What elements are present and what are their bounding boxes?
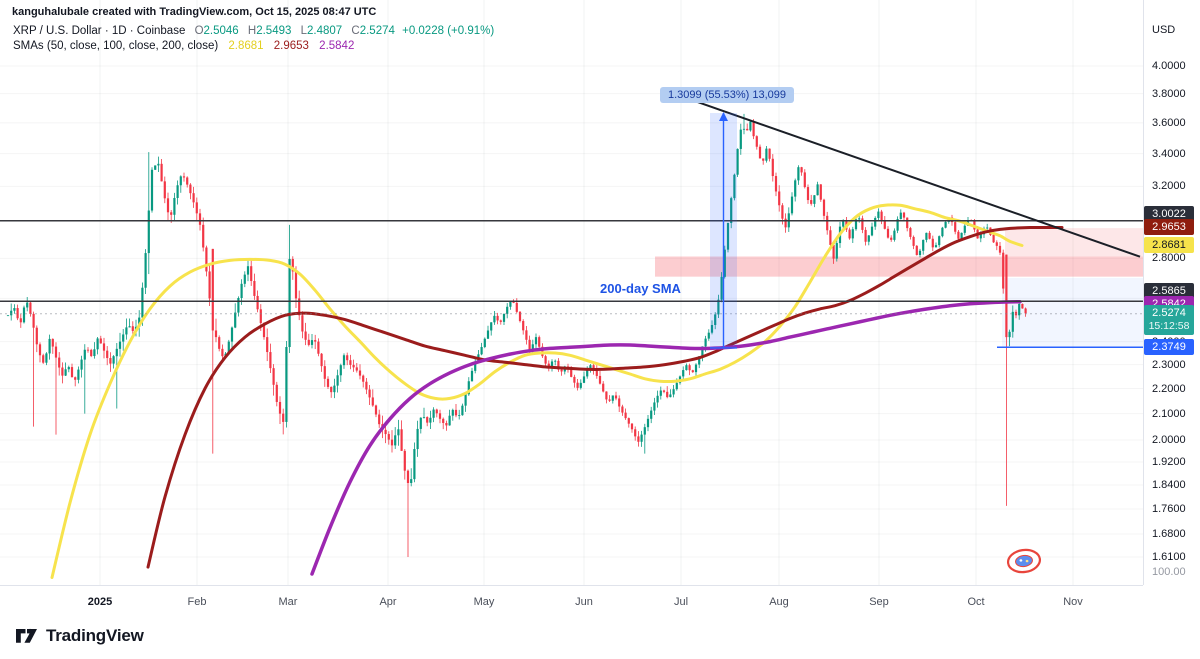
price-tick-1.9200: 1.9200 [1152,455,1186,468]
watermark-credit: kanguhalubale created with TradingView.c… [12,6,377,18]
time-label-2025: 2025 [87,596,113,608]
price-badge-2.9653: 2.9653 [1144,219,1194,236]
price-tick-4.0000: 4.0000 [1152,60,1186,72]
price-tick-2.3000: 2.3000 [1152,358,1186,371]
time-label-Oct: Oct [967,596,985,608]
tradingview-logo-text: TradingView [46,625,144,645]
low-value: 2.4807 [307,25,343,37]
candlesticks [6,113,1027,557]
sma50-value: 2.8681 [228,40,264,52]
sma-study-title: SMAs (50, close, 100, close, 200, close) [13,40,219,52]
sma200-text-annotation[interactable]: 200-day SMA [600,281,681,296]
low-label: L [300,25,308,37]
time-label-Mar: Mar [278,596,298,608]
symbol-title: XRP / U.S. Dollar · 1D · Coinbase [13,25,186,37]
sma100-value: 2.9653 [273,40,309,52]
time-label-May: May [473,596,495,608]
price-tick-1.6800: 1.6800 [1152,528,1186,541]
tradingview-logo-icon [16,628,37,643]
time-label-Apr: Apr [379,596,397,608]
sticker-stamp[interactable] [1006,548,1042,574]
price-tick-2.8000: 2.8000 [1152,252,1186,265]
open-value: 2.5046 [203,25,239,37]
price-tick-3.4000: 3.4000 [1152,147,1186,160]
measure-tool-label[interactable]: 1.3099 (55.53%) 13,099 [660,87,795,103]
high-label: H [247,25,257,37]
high-value: 2.5493 [256,25,292,37]
change-value: +0.0228 (+0.91%) [402,25,495,37]
price-tick-3.2000: 3.2000 [1152,180,1186,193]
chart-legend: XRP / U.S. Dollar · 1D · Coinbase O2.504… [13,24,494,54]
time-label-Jul: Jul [673,596,689,608]
time-axis[interactable]: 2025 Feb Mar Apr May Jun Jul Aug Sep Oct Nov [0,585,1143,620]
price-badge-2.8681: 2.8681 [1144,237,1194,254]
time-label-Nov: Nov [1063,596,1083,608]
price-tick-1.7600: 1.7600 [1152,502,1186,515]
price-axis[interactable]: USD 4.0000 3.8000 3.6000 3.4000 3.2000 2.8000… [1143,0,1200,585]
price-tick-2.1000: 2.1000 [1152,407,1186,420]
time-label-Feb: Feb [187,596,207,608]
price-tick-1.6100: 1.6100 [1152,551,1186,563]
grid [0,0,1143,585]
sma-line-sma-200[interactable] [310,299,1022,576]
demand-zone[interactable] [1002,278,1143,348]
price-badge-2.3749: 2.3749 [1144,339,1194,356]
price-tick-2.2000: 2.2000 [1152,382,1186,395]
price-tick-100: 100.00 [1152,566,1186,578]
sma-line-sma-50[interactable] [50,203,1024,579]
legend-sma-row[interactable]: SMAs (50, close, 100, close, 200, close)… [13,39,494,54]
price-badge-2.5274: 2.5274 15:12:58 [1144,304,1194,335]
descending-trendline[interactable] [691,99,1141,258]
price-chart[interactable] [0,0,1143,585]
bar-countdown: 15:12:58 [1148,319,1190,332]
price-tick-2.0000: 2.0000 [1152,433,1186,446]
price-tick-1.8400: 1.8400 [1152,478,1186,491]
price-tick-3.8000: 3.8000 [1152,87,1186,100]
sma-line-sma-100[interactable] [146,225,1064,569]
time-label-Jun: Jun [575,596,593,608]
price-badge-3.0022: 3.0022 [1144,205,1194,222]
price-badge-2.5865: 2.5865 [1144,283,1194,300]
tradingview-logo[interactable]: TradingView [14,623,144,648]
axis-currency-label: USD [1152,24,1176,36]
sma200-value: 2.5842 [319,40,355,52]
open-label: O [194,25,204,37]
supply-zone-upper[interactable] [1005,228,1143,257]
time-label-Aug: Aug [769,596,789,608]
close-label: C [351,25,360,37]
legend-symbol-row[interactable]: XRP / U.S. Dollar · 1D · Coinbase O2.504… [13,24,494,39]
supply-zone[interactable] [655,256,1143,277]
time-label-Sep: Sep [869,596,889,608]
price-tick-3.6000: 3.6000 [1152,116,1186,129]
price-range-measure-tool[interactable] [710,112,737,349]
close-value: 2.5274 [359,25,395,37]
